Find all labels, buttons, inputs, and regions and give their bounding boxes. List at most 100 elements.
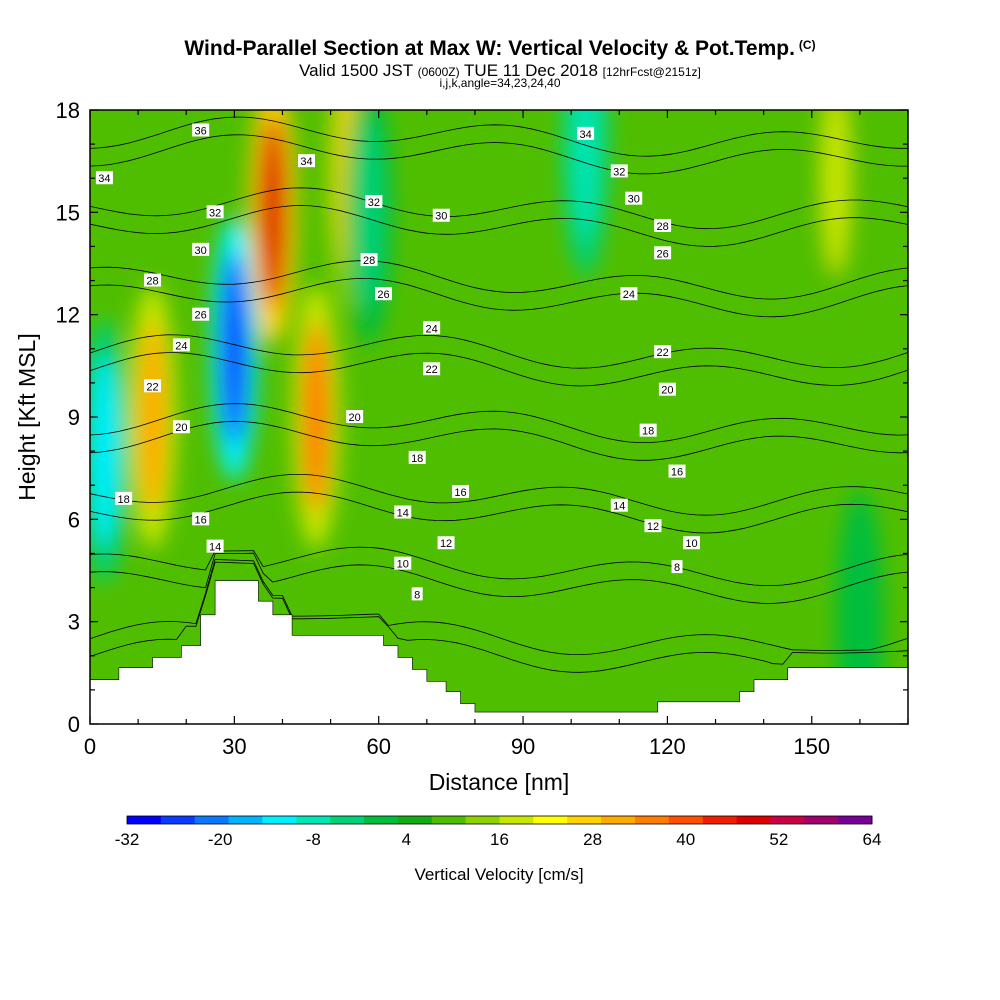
- isentrope-label-box: [206, 205, 224, 219]
- isentrope-line: [90, 552, 908, 604]
- isentrope-label-box: [144, 273, 162, 287]
- isentrope-label: 26: [195, 310, 207, 322]
- colorbar-segment: [397, 816, 433, 824]
- x-tick-label: 120: [649, 734, 686, 759]
- isentrope-line: [90, 561, 908, 673]
- isentrope-label-box: [408, 450, 426, 464]
- chart-title-text: Wind-Parallel Section at Max W: Vertical…: [184, 37, 795, 60]
- isentrope-label: 32: [209, 207, 221, 219]
- isentrope-line: [90, 277, 908, 318]
- isentrope-label-box: [144, 379, 162, 393]
- colorbar-segment: [634, 816, 670, 824]
- isentrope-label-box: [654, 246, 672, 260]
- isentrope-label: 8: [414, 589, 420, 601]
- isentrope-label-box: [360, 253, 378, 267]
- isentrope-label-box: [668, 464, 686, 478]
- isentrope-label-box: [610, 498, 628, 512]
- valid-time: Valid 1500 JST: [299, 61, 413, 80]
- isentrope-label-box: [610, 164, 628, 178]
- isentrope-label-box: [411, 587, 423, 601]
- colorbar-tick-label: 28: [583, 830, 602, 849]
- copyright-mark: (C): [798, 38, 816, 52]
- colorbar-segment: [330, 816, 365, 824]
- colorbar-segment: [465, 816, 500, 824]
- isentrope-label-box: [394, 505, 412, 519]
- isentrope-line: [90, 491, 908, 534]
- colorbar-segment: [127, 816, 162, 824]
- isentrope-label: 12: [647, 521, 659, 533]
- isentrope-label: 24: [623, 289, 635, 301]
- isentrope-labels: 36 34 34 32 32 30 30 28 28 26 26 24 24 22 22 20 20 18 18 16…: [95, 123, 700, 601]
- colorbar-tick-label: 40: [676, 830, 695, 849]
- isentrope-line: [90, 134, 908, 175]
- isentrope-label: 16: [671, 467, 683, 479]
- colorbar-tick-label: -8: [306, 830, 321, 849]
- isentrope-label-box: [206, 539, 224, 553]
- isentrope-label-box: [432, 208, 450, 222]
- isentrope-label-box: [658, 382, 676, 396]
- isentrope-label-box: [682, 536, 700, 550]
- isentrope-line: [90, 473, 908, 516]
- colorbar-segment: [431, 816, 467, 824]
- isentrope-label-box: [644, 519, 662, 533]
- colorbar-segment: [160, 816, 196, 824]
- colorbar-segment: [194, 816, 229, 824]
- isentrope-line: [90, 260, 908, 300]
- isentrope-label-box: [639, 423, 657, 437]
- isentrope-label: 22: [426, 364, 438, 376]
- isentrope-label: 8: [674, 562, 680, 574]
- isentrope-label: 30: [628, 194, 640, 206]
- colorbar-segment: [567, 816, 602, 824]
- isentrope-label-box: [95, 171, 113, 185]
- isentrope-label: 16: [454, 487, 466, 499]
- isentrope-label: 14: [397, 508, 409, 520]
- colorbar-segment: [668, 816, 704, 824]
- y-tick-label: 15: [56, 200, 80, 225]
- isentrope-label-box: [115, 491, 133, 505]
- velocity-cell: [220, 252, 249, 445]
- colorbar-segment: [736, 816, 771, 824]
- isentrope-label-box: [346, 410, 364, 423]
- isentrope-label-box: [192, 512, 210, 526]
- colorbar-tick-label: -20: [208, 830, 233, 849]
- velocity-cell: [302, 321, 331, 513]
- colorbar-tick-label: 16: [490, 830, 509, 849]
- isentrope-line: [90, 403, 908, 444]
- colorbar-segment: [702, 816, 737, 824]
- isentrope-label: 18: [411, 453, 423, 465]
- colorbar-segment: [770, 816, 805, 824]
- isentrope-label-box: [394, 556, 412, 570]
- isentrope-line: [90, 558, 908, 656]
- isentrope-label-box: [192, 242, 210, 256]
- isentrope-label: 10: [397, 559, 409, 571]
- x-axis-title: Distance [nm]: [429, 769, 570, 795]
- isentrope-label: 26: [656, 248, 668, 260]
- colorbar-segment: [296, 816, 331, 824]
- y-tick-label: 12: [56, 303, 80, 328]
- isentrope-label: 10: [685, 538, 697, 550]
- velocity-cell: [571, 110, 600, 241]
- isentrope-label: 14: [613, 501, 625, 513]
- y-tick-label: 6: [68, 507, 80, 532]
- isentrope-label: 28: [363, 255, 375, 267]
- isentrope-label-box: [423, 321, 441, 335]
- velocity-cell: [821, 110, 850, 275]
- forecast-info: [12hrFcst@2151z]: [602, 65, 701, 79]
- isentrope-label: 28: [146, 276, 158, 288]
- isentrope-line: [90, 0, 908, 30]
- isentrope-label: 32: [368, 197, 380, 209]
- isentrope-line: [90, 187, 908, 230]
- isentrope-label: 32: [613, 166, 625, 178]
- isentrope-label-box: [577, 126, 595, 140]
- y-tick-label: 0: [68, 712, 80, 737]
- isentrope-label: 36: [195, 125, 207, 137]
- terrain: [90, 580, 908, 724]
- isentrope-line: [90, 352, 908, 387]
- colorbar-tick-label: -32: [115, 830, 140, 849]
- colorbar-tick-label: 64: [863, 830, 882, 849]
- isentrope-label: 14: [209, 542, 221, 554]
- isentrope-label: 34: [300, 156, 312, 168]
- isentrope-label: 26: [377, 289, 389, 301]
